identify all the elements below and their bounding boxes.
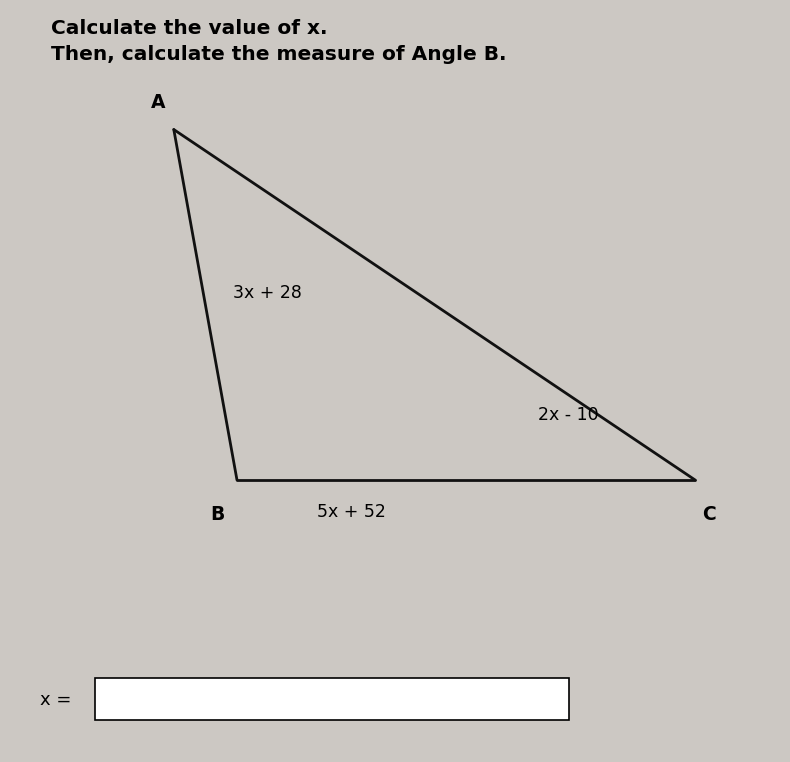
Text: 3x + 28: 3x + 28 <box>233 284 302 303</box>
Text: 5x + 52: 5x + 52 <box>317 503 386 521</box>
Text: Calculate the value of x.
Then, calculate the measure of Angle B.: Calculate the value of x. Then, calculat… <box>51 19 507 64</box>
Text: B: B <box>210 505 224 523</box>
Text: x =: x = <box>40 690 71 709</box>
Text: 2x - 10: 2x - 10 <box>539 406 599 424</box>
FancyBboxPatch shape <box>95 678 569 720</box>
Text: A: A <box>151 94 165 112</box>
Text: C: C <box>702 505 717 523</box>
